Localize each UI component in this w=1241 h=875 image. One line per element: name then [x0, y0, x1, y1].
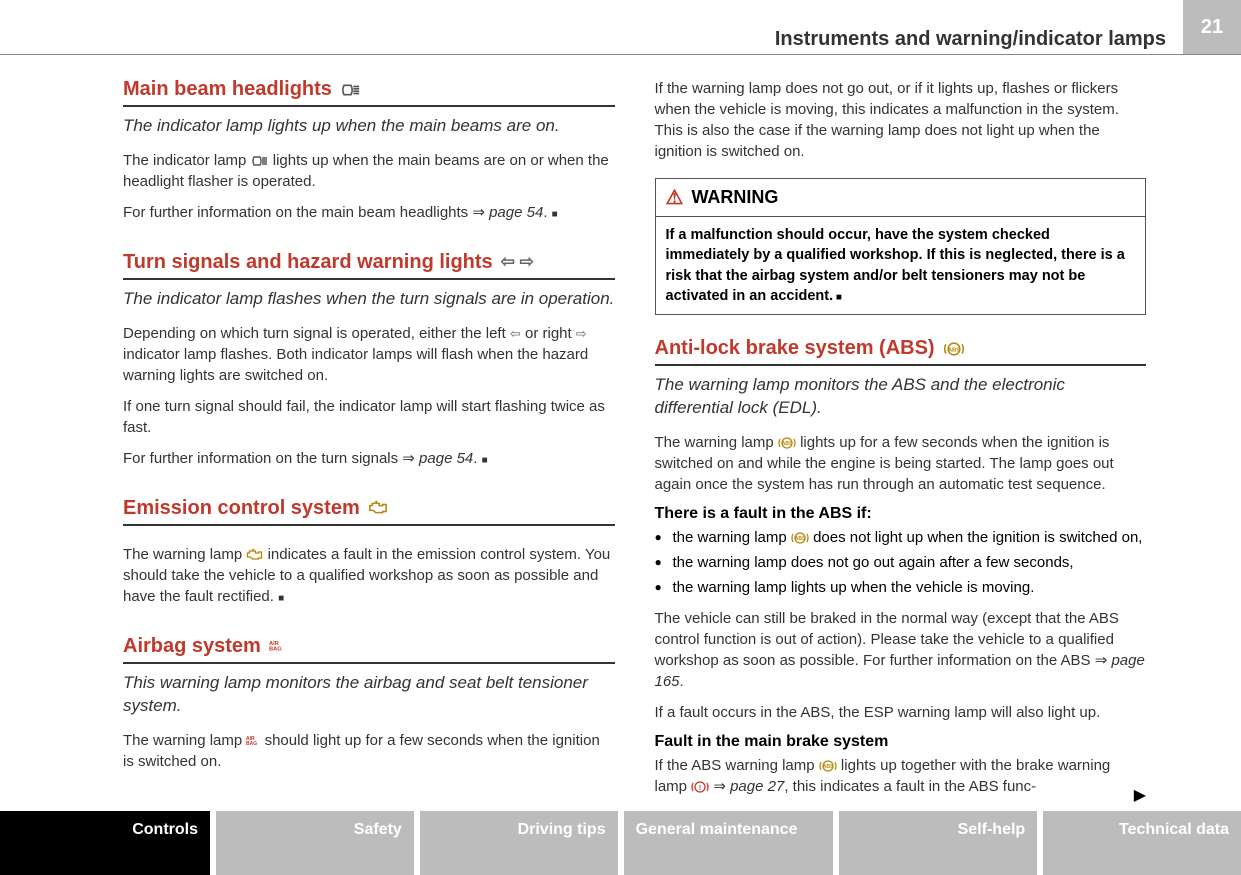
text: The warning lamp [123, 732, 246, 749]
abs-icon [791, 532, 809, 544]
section-subtitle: The indicator lamp flashes when the turn… [123, 288, 615, 311]
page-ref: page 27 [730, 778, 784, 795]
left-column: Main beam headlights The indicator lamp … [123, 78, 615, 805]
airbag-icon [269, 639, 285, 653]
sub-heading: Fault in the main brake system [655, 733, 1147, 751]
header-rule [0, 54, 1241, 55]
engine-icon [246, 549, 263, 561]
warning-header: ⚠ WARNING [656, 179, 1146, 217]
paragraph: For further information on the main beam… [123, 202, 615, 223]
tab-safety[interactable]: Safety [216, 811, 414, 875]
text: ⇒ [709, 778, 730, 795]
text: indicator lamp flashes. Both indicator l… [123, 346, 588, 384]
text: For further information on the main beam… [123, 204, 489, 221]
paragraph: If a fault occurs in the ABS, the ESP wa… [655, 702, 1147, 723]
tab-technical[interactable]: Technical data [1043, 811, 1241, 875]
heading-text: Turn signals and hazard warning lights [123, 251, 493, 274]
right-column: If the warning lamp does not go out, or … [655, 78, 1147, 805]
list-item: the warning lamp does not go out again a… [655, 552, 1147, 573]
text: Depending on which turn signal is operat… [123, 325, 510, 342]
text: The warning lamp [655, 434, 778, 451]
right-arrow-icon: ⇨ [576, 326, 587, 341]
text: The warning lamp [123, 546, 246, 563]
heading-text: Anti-lock brake system (ABS) [655, 337, 935, 360]
heading-text: Emission control system [123, 497, 360, 520]
page-ref: page 54 [419, 450, 473, 467]
high-beam-icon [251, 155, 269, 167]
text: For further information on the turn sign… [123, 450, 419, 467]
section-subtitle: The warning lamp monitors the ABS and th… [655, 374, 1147, 420]
content-columns: Main beam headlights The indicator lamp … [123, 78, 1146, 805]
section-title-emission: Emission control system [123, 497, 615, 526]
text: , this indicates a fault in the ABS func… [784, 778, 1036, 795]
warning-box: ⚠ WARNING If a malfunction should occur,… [655, 178, 1147, 315]
text: does not light up when the ignition is s… [809, 529, 1143, 546]
section-title-main-beam: Main beam headlights [123, 78, 615, 107]
engine-icon [368, 501, 388, 515]
high-beam-icon [340, 83, 362, 97]
section-title-airbag: Airbag system [123, 635, 615, 664]
tab-driving[interactable]: Driving tips [420, 811, 618, 875]
paragraph: For further information on the turn sign… [123, 448, 615, 469]
page-ref: page 54 [489, 204, 543, 221]
warning-title: WARNING [691, 187, 778, 208]
section-title-turn-signals: Turn signals and hazard warning lights ⇦… [123, 251, 615, 280]
bottom-tabs: Controls Safety Driving tips General mai… [0, 811, 1241, 875]
paragraph: The warning lamp indicates a fault in th… [123, 544, 615, 607]
text: The indicator lamp [123, 152, 251, 169]
section-subtitle: This warning lamp monitors the airbag an… [123, 672, 615, 718]
paragraph: If one turn signal should fail, the indi… [123, 396, 615, 438]
abs-icon [819, 760, 837, 772]
warning-body: If a malfunction should occur, have the … [656, 217, 1146, 314]
chapter-title: Instruments and warning/indicator lamps [775, 28, 1166, 51]
tab-selfhelp[interactable]: Self-help [839, 811, 1037, 875]
airbag-icon [246, 735, 260, 747]
brake-warning-icon [691, 781, 709, 793]
section-title-abs: Anti-lock brake system (ABS) [655, 337, 1147, 366]
abs-icon [943, 342, 965, 356]
bullet-list: the warning lamp does not light up when … [655, 527, 1147, 598]
paragraph: If the ABS warning lamp lights up togeth… [655, 755, 1147, 797]
left-arrow-icon: ⇦ [510, 326, 521, 341]
paragraph: The warning lamp should light up for a f… [123, 730, 615, 772]
paragraph: The indicator lamp lights up when the ma… [123, 150, 615, 192]
continue-arrow-icon: ▶ [1134, 785, 1146, 805]
tab-maintenance[interactable]: General maintenance [624, 811, 834, 875]
text: If the ABS warning lamp [655, 757, 819, 774]
turn-signal-arrows-icon: ⇦ ⇨ [501, 252, 534, 272]
tab-controls[interactable]: Controls [0, 811, 210, 875]
text: The vehicle can still be braked in the n… [655, 610, 1119, 669]
paragraph: The warning lamp lights up for a few sec… [655, 432, 1147, 495]
paragraph: If the warning lamp does not go out, or … [655, 78, 1147, 162]
list-item: the warning lamp lights up when the vehi… [655, 577, 1147, 598]
text: the warning lamp [673, 529, 791, 546]
heading-text: Main beam headlights [123, 78, 332, 101]
abs-icon [778, 437, 796, 449]
heading-text: Airbag system [123, 635, 261, 658]
sub-heading: There is a fault in the ABS if: [655, 505, 1147, 523]
paragraph: The vehicle can still be braked in the n… [655, 608, 1147, 692]
warning-triangle-icon: ⚠ [666, 185, 684, 210]
section-subtitle: The indicator lamp lights up when the ma… [123, 115, 615, 138]
list-item: the warning lamp does not light up when … [655, 527, 1147, 548]
paragraph: Depending on which turn signal is operat… [123, 323, 615, 386]
page-number: 21 [1183, 0, 1241, 54]
text: or right [521, 325, 576, 342]
